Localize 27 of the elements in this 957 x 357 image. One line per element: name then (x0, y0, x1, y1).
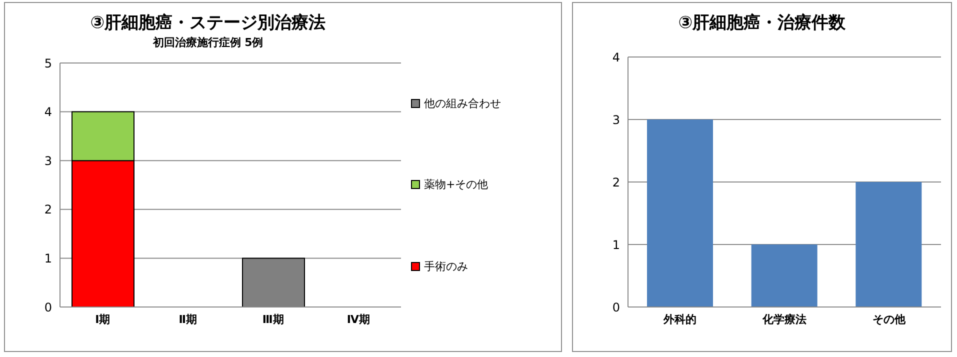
y-tick-label: 3 (44, 154, 52, 168)
x-tick-label: Ⅱ期 (178, 312, 197, 326)
x-tick-label: Ⅰ期 (95, 312, 110, 326)
y-tick-label: 5 (44, 56, 52, 70)
y-tick-label: 1 (44, 251, 52, 266)
x-tick-label: Ⅲ期 (262, 312, 284, 326)
x-tick-label: 化学療法 (762, 312, 806, 326)
bar (751, 244, 818, 307)
legend-label: 手術のみ (424, 258, 468, 274)
y-tick-label: 4 (44, 105, 52, 120)
x-tick-label: 外科的 (662, 312, 697, 326)
chart-title: ③肝細胞癌・ステージ別治療法 (89, 12, 327, 34)
bar (856, 182, 922, 307)
legend-label: 薬物+その他 (424, 177, 488, 192)
x-tick-label: その他 (872, 312, 906, 326)
chart-title: ③肝細胞癌・治療件数 (677, 12, 847, 34)
bar (647, 120, 713, 307)
y-tick-label: 1 (612, 238, 620, 252)
y-tick-label: 2 (44, 202, 52, 217)
legend-label: 他の組み合わせ (424, 96, 501, 112)
x-tick-label: Ⅳ期 (346, 312, 370, 326)
y-tick-label: 4 (612, 50, 620, 64)
y-tick-label: 2 (612, 175, 620, 190)
y-tick-label: 0 (44, 300, 52, 314)
y-tick-label: 3 (612, 112, 620, 127)
chart-subtitle: 初回治療施行症例 5例 (152, 35, 264, 50)
y-tick-label: 0 (612, 300, 620, 314)
